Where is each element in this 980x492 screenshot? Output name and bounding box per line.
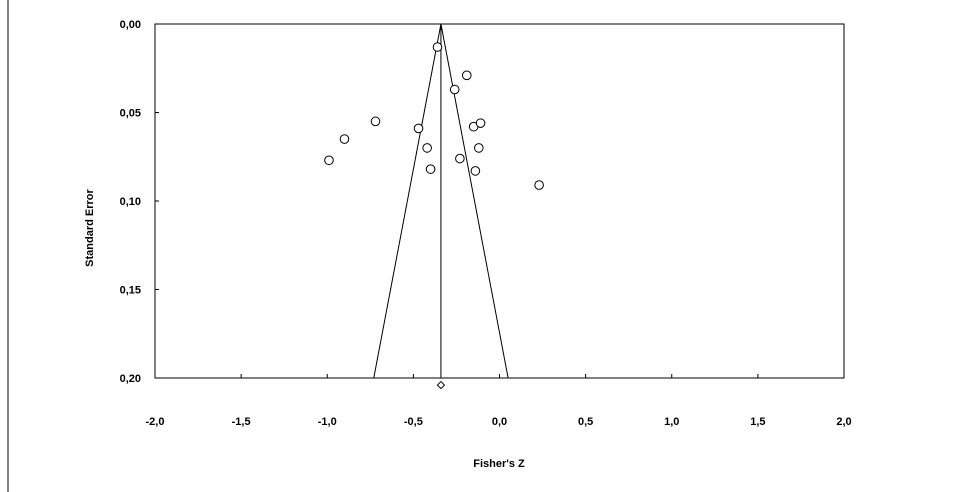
y-tick-label: 0,05 [120, 108, 141, 120]
study-point [370, 116, 381, 127]
study-point [461, 70, 472, 81]
y-axis: 0,00 0,05 0,10 0,15 0,20 [120, 19, 159, 385]
funnel-right-bound [440, 23, 509, 379]
x-tick-label: -1,5 [232, 416, 251, 428]
x-axis: -2,0 -1,5 -1,0 -0,5 0,0 0,5 1,0 1,5 2,0 [146, 374, 852, 428]
funnel-left-bound [373, 23, 442, 379]
x-tick-label: -1,0 [318, 416, 337, 428]
study-point [449, 84, 460, 95]
study-point [455, 153, 465, 164]
study-point [432, 42, 443, 52]
funnel-lines [373, 23, 509, 379]
study-points [324, 42, 544, 390]
study-point [339, 134, 350, 144]
x-tick-label: 1,0 [664, 416, 679, 428]
y-tick-label: 0,00 [120, 19, 141, 31]
y-tick-label: 0,15 [120, 285, 141, 297]
x-tick-label: 2,0 [836, 416, 851, 428]
study-point [324, 155, 334, 166]
y-tick-label: 0,10 [120, 196, 141, 208]
study-point [425, 164, 436, 174]
x-tick-label: -0,5 [404, 416, 423, 428]
study-point [474, 143, 484, 153]
x-tick-label: 0,0 [492, 416, 507, 428]
study-point [475, 118, 486, 128]
x-tick-label: 0,5 [578, 416, 593, 428]
y-tick-label: 0,20 [120, 373, 141, 385]
plot-area [154, 23, 845, 379]
study-point [413, 123, 424, 134]
summary-diamond [436, 380, 446, 390]
y-axis-title: Standard Error [84, 188, 96, 266]
study-point [470, 166, 481, 176]
x-axis-title: Fisher's Z [473, 458, 525, 470]
x-tick-label: -2,0 [146, 416, 165, 428]
study-point [534, 180, 544, 190]
x-tick-label: 1,5 [750, 416, 765, 428]
study-point [422, 143, 432, 153]
